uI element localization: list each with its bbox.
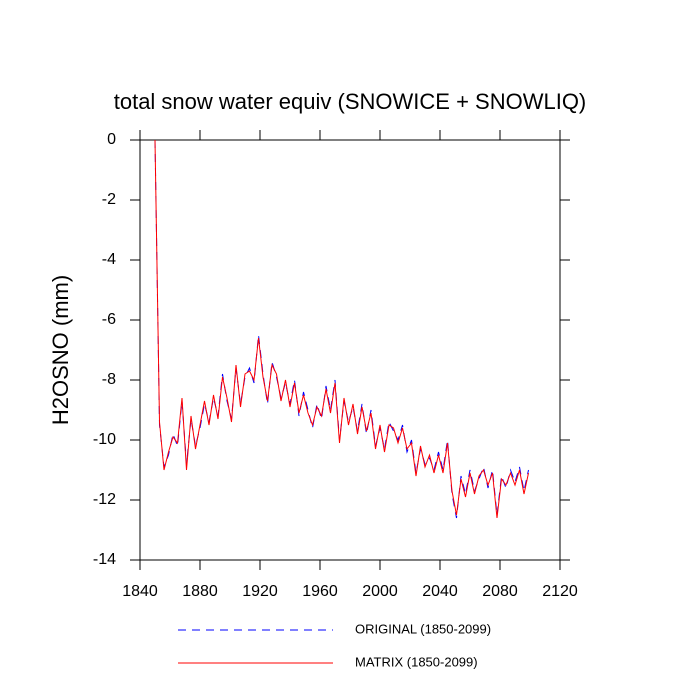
plot-frame (139, 139, 561, 561)
y-tick-label: -6 (102, 311, 116, 328)
legend-label: MATRIX (1850-2099) (355, 654, 478, 669)
y-tick-label: -14 (93, 551, 116, 568)
x-tick-label: 1920 (242, 583, 278, 600)
x-tick-label: 1840 (122, 583, 158, 600)
y-tick-label: -4 (102, 251, 116, 268)
y-tick-label: -2 (102, 191, 116, 208)
x-tick-label: 2000 (362, 583, 398, 600)
series-line (154, 139, 529, 519)
legend-label: ORIGINAL (1850-2099) (355, 621, 491, 636)
series-line (154, 139, 529, 519)
y-tick-label: -12 (93, 491, 116, 508)
x-tick-label: 2120 (542, 583, 578, 600)
chart-title: total snow water equiv (SNOWICE + SNOWLI… (114, 89, 587, 114)
x-tick-label: 1960 (302, 583, 338, 600)
y-tick-label: -8 (102, 371, 116, 388)
x-tick-label: 2080 (482, 583, 518, 600)
x-tick-label: 2040 (422, 583, 458, 600)
y-tick-label: 0 (107, 131, 116, 148)
x-tick-label: 1880 (182, 583, 218, 600)
y-tick-label: -10 (93, 431, 116, 448)
y-axis-label: H2OSNO (mm) (48, 275, 73, 425)
